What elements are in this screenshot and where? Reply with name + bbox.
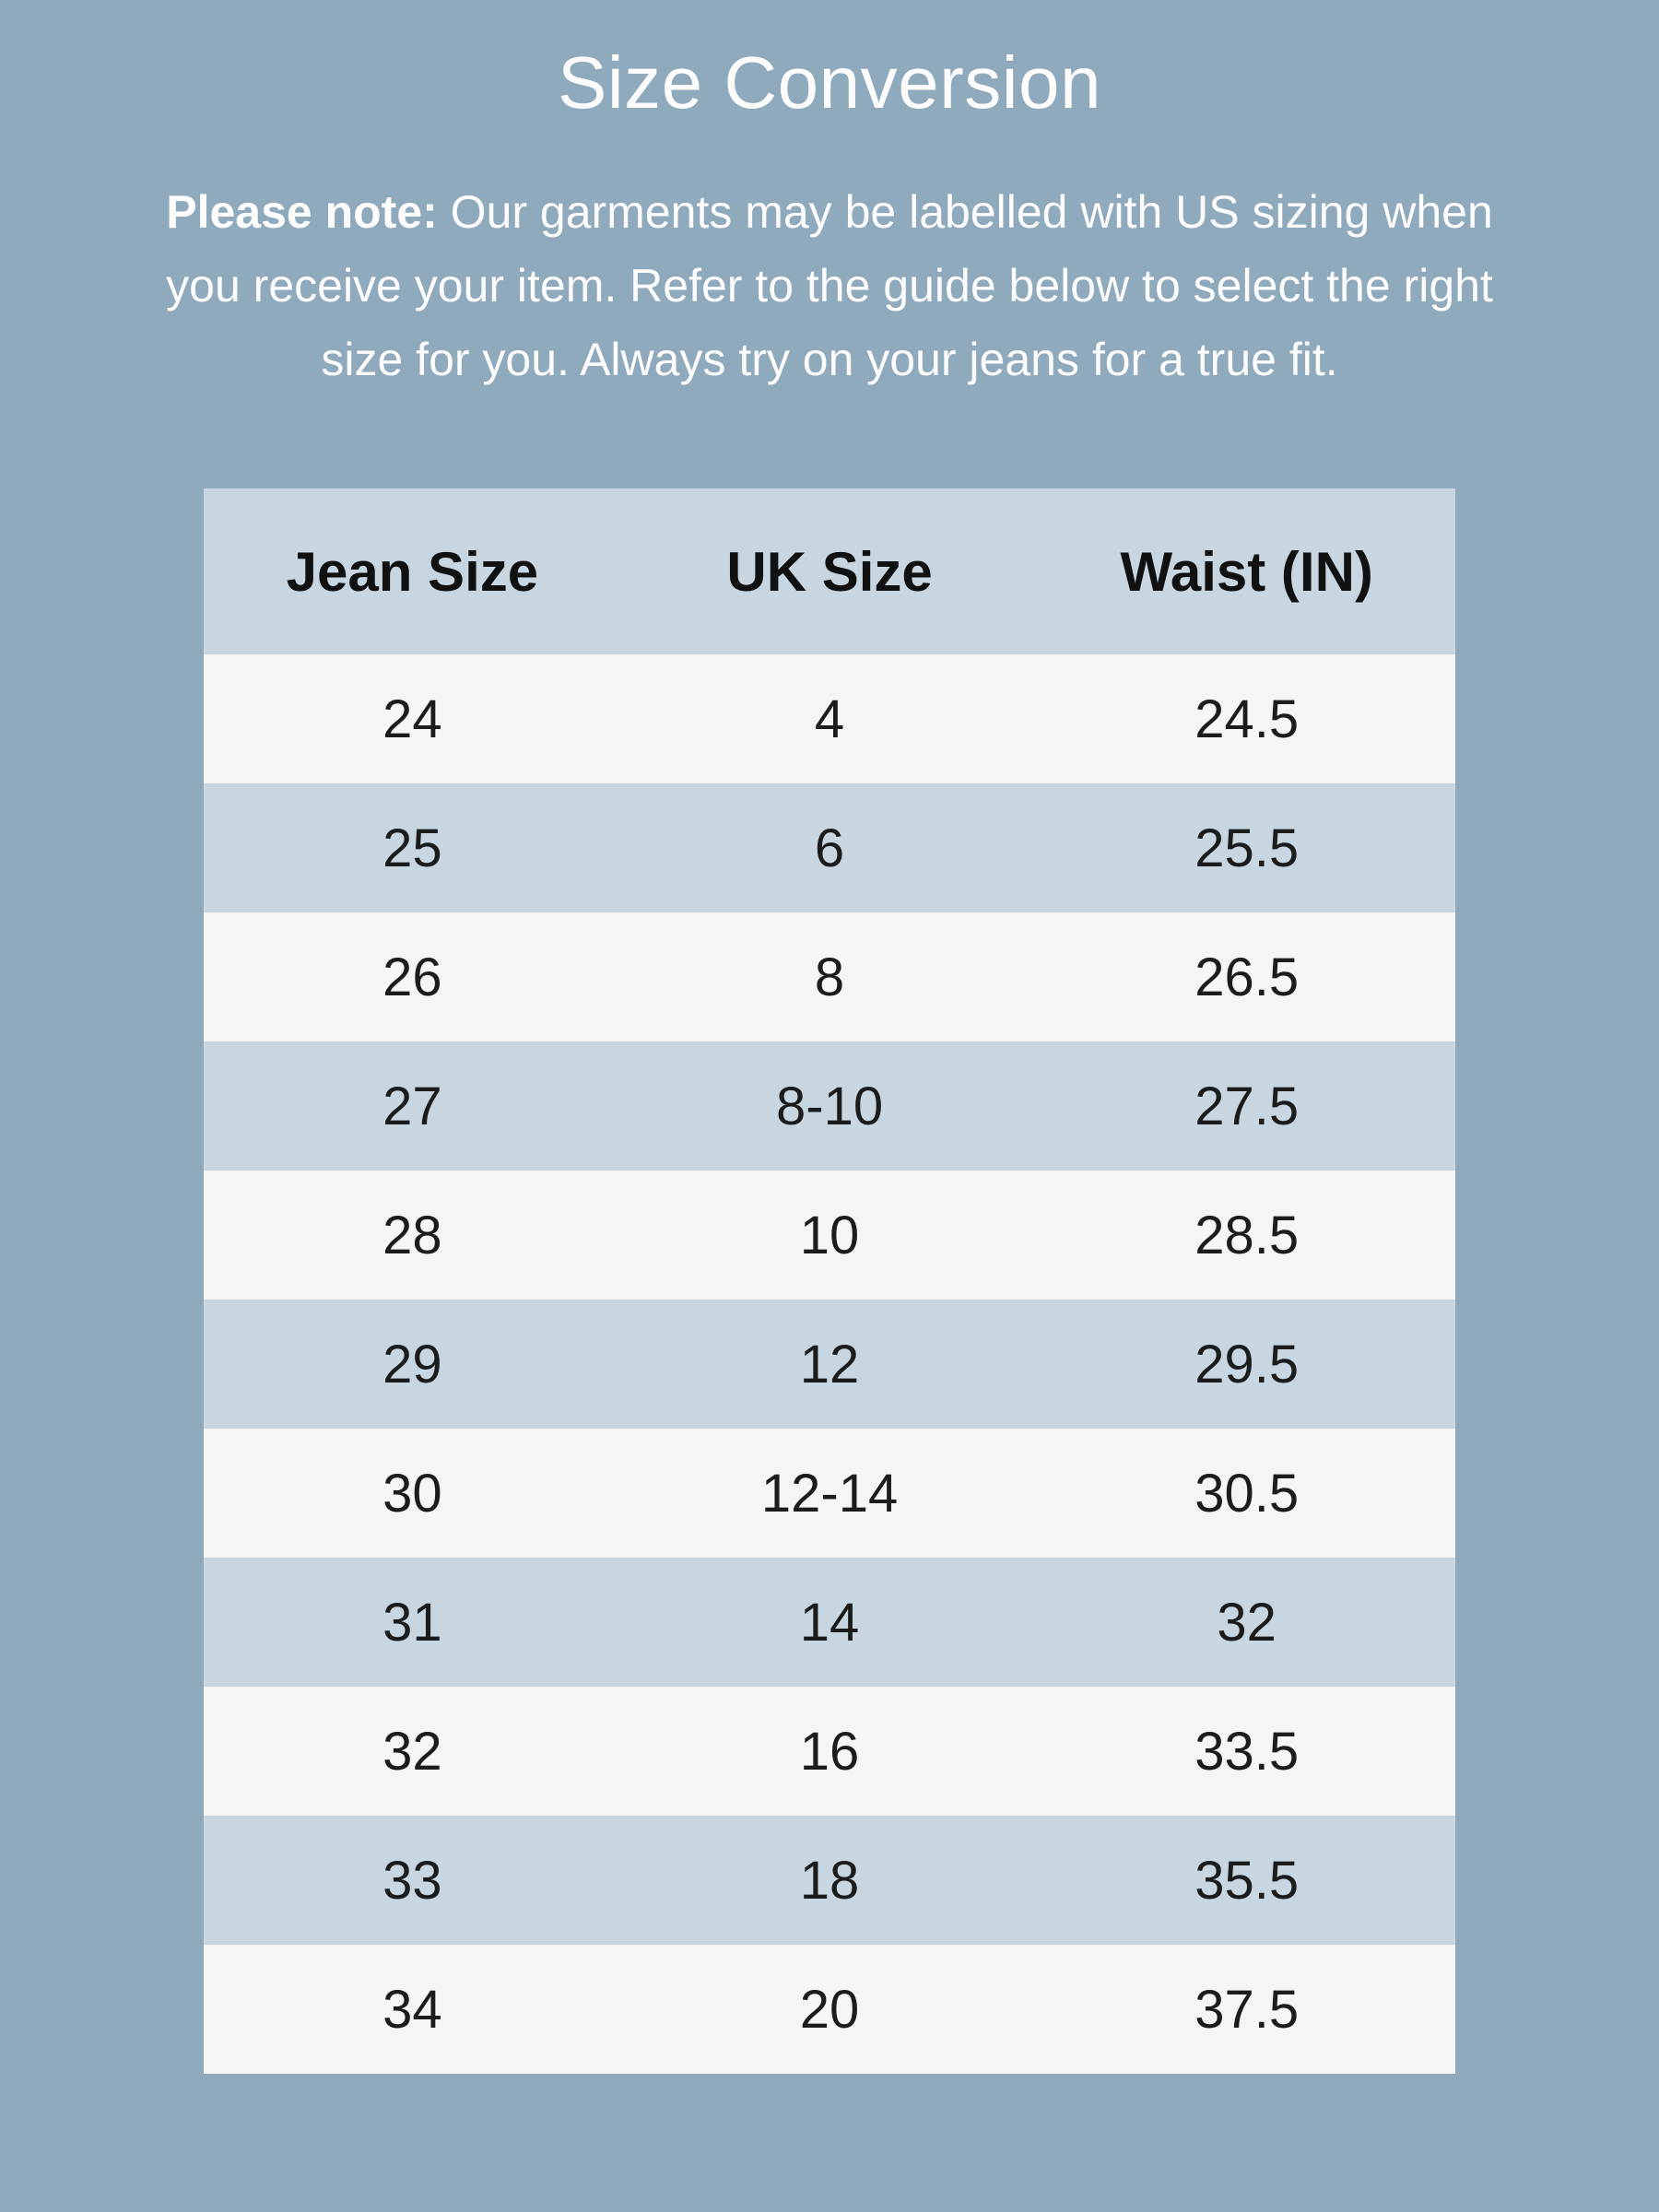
table-row: 33 18 35.5 [204, 1816, 1455, 1945]
note-line-3: size for you. Always try on your jeans f… [321, 334, 1338, 385]
jean-size-cell: 29 [204, 1300, 621, 1429]
size-note: Please note: Our garments may be labelle… [74, 175, 1585, 396]
table-row: 34 20 37.5 [204, 1945, 1455, 2074]
waist-cell: 27.5 [1038, 1041, 1455, 1171]
jean-size-cell: 27 [204, 1041, 621, 1171]
table-row: 25 6 25.5 [204, 783, 1455, 912]
table-header-row: Jean Size UK Size Waist (IN) [204, 488, 1455, 654]
waist-cell: 37.5 [1038, 1945, 1455, 2074]
waist-cell: 28.5 [1038, 1171, 1455, 1300]
uk-size-cell: 4 [620, 654, 1039, 783]
note-line-2: you receive your item. Refer to the guid… [166, 260, 1493, 312]
jean-size-cell: 34 [204, 1945, 621, 2074]
header-waist-in: Waist (IN) [1038, 488, 1455, 654]
jean-size-cell: 25 [204, 783, 621, 912]
table-row: 24 4 24.5 [204, 654, 1455, 783]
uk-size-cell: 6 [620, 783, 1039, 912]
waist-cell: 25.5 [1038, 783, 1455, 912]
jean-size-cell: 33 [204, 1816, 621, 1945]
waist-cell: 32 [1038, 1558, 1455, 1687]
uk-size-cell: 14 [620, 1558, 1039, 1687]
waist-cell: 35.5 [1038, 1816, 1455, 1945]
waist-cell: 30.5 [1038, 1429, 1455, 1558]
jean-size-cell: 28 [204, 1171, 621, 1300]
table-row: 30 12-14 30.5 [204, 1429, 1455, 1558]
jean-size-cell: 30 [204, 1429, 621, 1558]
jean-size-cell: 31 [204, 1558, 621, 1687]
waist-cell: 29.5 [1038, 1300, 1455, 1429]
table-body: 24 4 24.5 25 6 25.5 26 8 26.5 27 8-10 27.5 28 10 28.5 2… [204, 654, 1455, 2074]
uk-size-cell: 12 [620, 1300, 1039, 1429]
waist-cell: 24.5 [1038, 654, 1455, 783]
uk-size-cell: 12-14 [620, 1429, 1039, 1558]
uk-size-cell: 20 [620, 1945, 1039, 2074]
table-row: 31 14 32 [204, 1558, 1455, 1687]
waist-cell: 33.5 [1038, 1687, 1455, 1816]
waist-cell: 26.5 [1038, 912, 1455, 1041]
table-row: 32 16 33.5 [204, 1687, 1455, 1816]
table-row: 27 8-10 27.5 [204, 1041, 1455, 1171]
note-bold-prefix: Please note: [166, 186, 438, 238]
jean-size-cell: 32 [204, 1687, 621, 1816]
page-title: Size Conversion [558, 41, 1101, 124]
table-row: 29 12 29.5 [204, 1300, 1455, 1429]
jean-size-cell: 26 [204, 912, 621, 1041]
header-jean-size: Jean Size [204, 488, 621, 654]
jean-size-cell: 24 [204, 654, 621, 783]
uk-size-cell: 18 [620, 1816, 1039, 1945]
note-line-1: Please note: Our garments may be labelle… [74, 175, 1585, 249]
uk-size-cell: 10 [620, 1171, 1039, 1300]
uk-size-cell: 16 [620, 1687, 1039, 1816]
table-row: 28 10 28.5 [204, 1171, 1455, 1300]
size-conversion-table: Jean Size UK Size Waist (IN) 24 4 24.5 25 6 2… [204, 488, 1455, 2074]
uk-size-cell: 8-10 [620, 1041, 1039, 1171]
table-row: 26 8 26.5 [204, 912, 1455, 1041]
uk-size-cell: 8 [620, 912, 1039, 1041]
note-line-1-text: Our garments may be labelled with US siz… [437, 186, 1493, 238]
header-uk-size: UK Size [620, 488, 1039, 654]
